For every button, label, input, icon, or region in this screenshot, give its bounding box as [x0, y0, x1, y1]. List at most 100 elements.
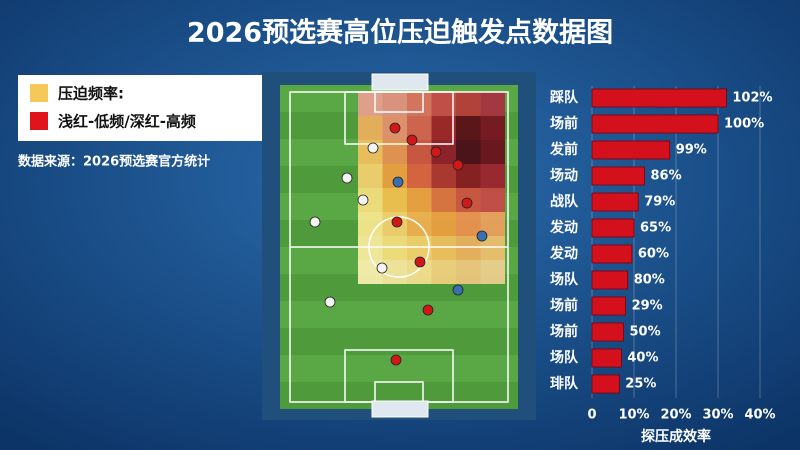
- heat-cell: [480, 92, 505, 116]
- legend-swatch: [30, 112, 48, 130]
- heat-cell: [358, 212, 383, 236]
- player: [309, 216, 321, 228]
- heat-cell: [407, 164, 432, 188]
- value-label: 79%: [644, 195, 675, 210]
- heat-cell: [480, 260, 505, 284]
- player: [341, 172, 353, 184]
- value-label: 60%: [638, 247, 669, 262]
- category-label: 踩队: [550, 89, 579, 106]
- player: [367, 142, 379, 154]
- heat-cell: [431, 164, 456, 188]
- category-label: 场队: [550, 349, 579, 366]
- heat-cell: [456, 92, 481, 116]
- heat-cell: [480, 116, 505, 140]
- heat-cell: [382, 188, 407, 212]
- x-tick-label: 0: [587, 408, 596, 423]
- value-label: 29%: [632, 299, 663, 314]
- heat-cell: [456, 140, 481, 164]
- legend-label: 压迫频率:: [58, 85, 124, 103]
- value-label: 102%: [732, 91, 772, 106]
- category-label: 发前: [549, 141, 578, 158]
- player: [422, 304, 434, 316]
- heat-cell: [431, 188, 456, 212]
- category-label: 场前: [550, 115, 578, 132]
- bar: [591, 296, 626, 316]
- category-label: 发动: [549, 219, 578, 236]
- player: [461, 197, 473, 209]
- goal: [371, 73, 429, 91]
- heat-cell: [382, 236, 407, 260]
- legend-box: [18, 75, 262, 141]
- x-tick-label: 10%: [618, 408, 649, 423]
- player: [376, 262, 388, 274]
- category-label: 战队: [550, 193, 579, 210]
- goal-area: [374, 91, 424, 113]
- bar: [591, 114, 719, 134]
- source: 数据来源：2026预选赛官方统计: [18, 154, 210, 170]
- x-axis-label: 探压成效率: [641, 428, 711, 445]
- value-label: 25%: [625, 377, 656, 392]
- heat-cell: [480, 188, 505, 212]
- player: [430, 146, 442, 158]
- heat-cell: [382, 260, 407, 284]
- bar: [591, 270, 629, 290]
- x-tick-label: 20%: [660, 408, 691, 423]
- player: [452, 159, 464, 171]
- bar: [591, 88, 727, 108]
- heat-cell: [480, 140, 505, 164]
- value-label: 65%: [640, 221, 671, 236]
- bar: [591, 166, 645, 186]
- value-label: 86%: [651, 169, 682, 184]
- player: [389, 122, 401, 134]
- category-label: 场前: [550, 297, 578, 314]
- x-tick-label: 40%: [744, 408, 775, 423]
- bar: [591, 218, 635, 238]
- bar: [591, 140, 671, 160]
- bar: [591, 374, 620, 394]
- category-label: 场前: [550, 323, 578, 340]
- bar: [591, 244, 633, 264]
- player: [406, 134, 418, 146]
- value-label: 50%: [630, 325, 661, 340]
- heat-cell: [431, 212, 456, 236]
- value-label: 100%: [724, 117, 764, 132]
- value-label: 40%: [627, 351, 658, 366]
- grass-stripe: [280, 301, 518, 328]
- title: 2026预选赛高位压迫触发点数据图: [187, 17, 613, 49]
- legend-swatch: [30, 84, 48, 102]
- category-label: 发动: [549, 245, 578, 262]
- category-label: 场队: [550, 271, 579, 288]
- heat-cell: [431, 92, 456, 116]
- goal: [371, 400, 429, 418]
- heat-cell: [407, 188, 432, 212]
- heat-cell: [456, 260, 481, 284]
- value-label: 99%: [676, 143, 707, 158]
- value-label: 80%: [634, 273, 665, 288]
- x-tick-label: 30%: [702, 408, 733, 423]
- heat-cell: [456, 212, 481, 236]
- pitch: [262, 72, 536, 420]
- heat-cell: [431, 236, 456, 260]
- bar: [591, 192, 639, 212]
- heat-cell: [358, 116, 383, 140]
- player: [452, 284, 464, 296]
- player: [324, 296, 336, 308]
- bar: [591, 322, 624, 342]
- player: [390, 354, 402, 366]
- player: [476, 230, 488, 242]
- heat-cell: [456, 236, 481, 260]
- player: [357, 194, 369, 206]
- category-label: 场动: [550, 167, 578, 184]
- heat-cell: [358, 164, 383, 188]
- heat-cell: [431, 260, 456, 284]
- category-label: 琲队: [550, 375, 579, 392]
- player: [391, 216, 403, 228]
- heat-cell: [480, 164, 505, 188]
- heat-cell: [456, 116, 481, 140]
- player: [392, 176, 404, 188]
- bar: [591, 348, 622, 368]
- grass-stripe: [280, 328, 518, 355]
- player: [414, 256, 426, 268]
